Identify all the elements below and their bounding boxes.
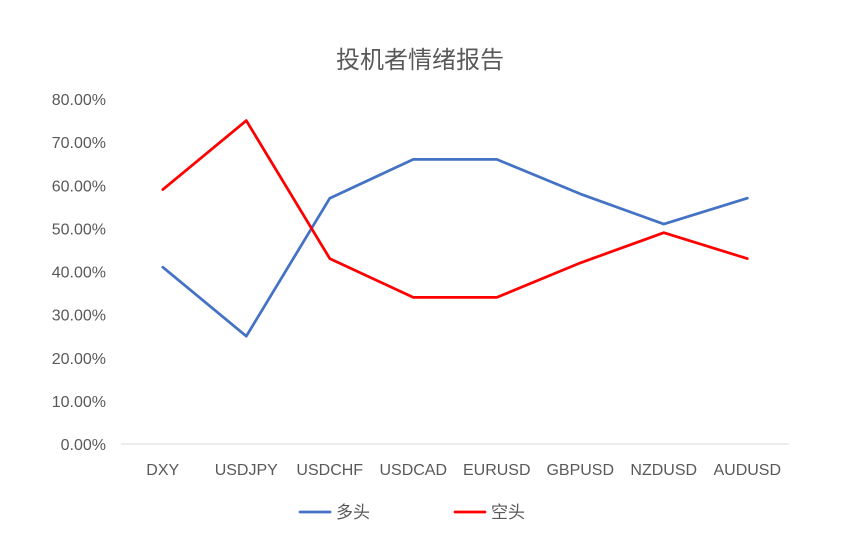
y-tick-label: 60.00%: [52, 178, 106, 195]
legend: 多头 空头: [298, 503, 525, 523]
y-tick-label: 80.00%: [52, 92, 106, 109]
y-tick-label: 30.00%: [52, 308, 106, 325]
series-line-1: [161, 119, 749, 299]
series-lines: [161, 119, 749, 338]
legend-label: 空头: [491, 503, 525, 523]
y-tick-label: 20.00%: [52, 351, 106, 368]
x-axis-tick-labels: DXY USDJPY USDCHF USDCAD EURUSD GBPUSD NZDUSD A…: [146, 462, 781, 479]
x-tick-label: NZDUSD: [630, 462, 697, 479]
y-tick-label: 10.00%: [52, 394, 106, 411]
y-tick-label: 40.00%: [52, 265, 106, 282]
y-tick-label: 50.00%: [52, 221, 106, 238]
series-line-0: [161, 158, 749, 338]
x-tick-label: USDCHF: [296, 462, 363, 479]
x-tick-label: AUDUSD: [713, 462, 781, 479]
chart-title: 投机者情绪报告: [336, 46, 504, 74]
x-tick-label: DXY: [146, 462, 179, 479]
legend-label: 多头: [336, 503, 370, 523]
y-tick-label: 70.00%: [52, 135, 106, 152]
x-tick-label: GBPUSD: [546, 462, 614, 479]
y-axis-tick-labels: 0.00% 10.00% 20.00% 30.00% 40.00% 50.00% 60.00…: [52, 92, 106, 454]
x-tick-label: EURUSD: [463, 462, 531, 479]
y-tick-label: 0.00%: [61, 437, 106, 454]
x-tick-label: USDJPY: [215, 462, 278, 479]
x-tick-label: USDCAD: [379, 462, 447, 479]
